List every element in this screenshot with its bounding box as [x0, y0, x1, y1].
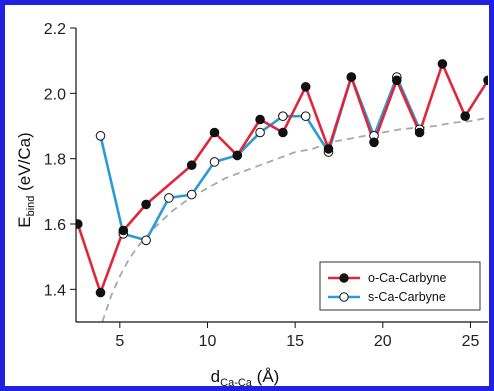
y-tick-label: 1.8	[44, 152, 66, 169]
x-tick-label: 25	[462, 333, 480, 350]
data-point-o-ca-carbyne	[437, 59, 448, 69]
data-point-s-ca-carbyne	[278, 111, 288, 121]
data-point-o-ca-carbyne	[141, 199, 151, 210]
data-point-o-ca-carbyne	[118, 225, 129, 236]
legend: o-Ca-Carbyne s-Ca-Carbyne	[319, 261, 481, 311]
y-axis: 1.4 1.6 1.8 2.0 2.2	[44, 21, 77, 322]
x-tick-label: 15	[286, 333, 304, 350]
data-point-o-ca-carbyne	[414, 127, 425, 138]
data-point-o-ca-carbyne	[232, 150, 243, 161]
data-point-s-ca-carbyne	[164, 193, 174, 203]
data-point-s-ca-carbyne	[141, 235, 151, 246]
x-tick-label: 5	[115, 333, 124, 350]
data-point-o-ca-carbyne	[300, 82, 311, 92]
plot-area	[76, 59, 488, 322]
data-point-o-ca-carbyne	[392, 75, 402, 86]
x-axis-label: dCa-Ca (Å)	[211, 367, 280, 389]
plot-content	[76, 59, 488, 322]
data-point-s-ca-carbyne	[209, 157, 220, 167]
data-point-o-ca-carbyne	[483, 75, 488, 86]
data-point-s-ca-carbyne	[95, 131, 106, 141]
data-point-o-ca-carbyne	[460, 111, 471, 121]
data-point-o-ca-carbyne	[95, 287, 106, 298]
legend-marker-o-ca-carbyne	[339, 273, 349, 283]
series-line-s-ca-carbyne	[99, 75, 421, 242]
data-point-o-ca-carbyne	[255, 114, 265, 125]
data-point-o-ca-carbyne	[186, 160, 197, 170]
data-point-s-ca-carbyne	[255, 127, 265, 138]
data-point-s-ca-carbyne	[300, 111, 311, 121]
x-axis: 5 10 15 20 25	[76, 321, 488, 350]
legend-label-o-ca-carbyne: o-Ca-Carbyne	[368, 271, 447, 285]
data-point-o-ca-carbyne	[278, 127, 288, 138]
y-tick-label: 2.2	[44, 21, 66, 38]
data-point-o-ca-carbyne	[209, 127, 220, 138]
y-axis-label: Ebind (eV/Ca)	[15, 132, 37, 227]
series-line-o-ca-carbyne	[76, 62, 488, 294]
data-point-o-ca-carbyne	[76, 219, 83, 229]
legend-label-s-ca-carbyne: s-Ca-Carbyne	[368, 290, 446, 304]
y-tick-label: 1.4	[44, 282, 66, 299]
x-tick-label: 20	[374, 333, 392, 350]
data-point-o-ca-carbyne	[346, 72, 357, 82]
y-tick-label: 2.0	[44, 86, 66, 103]
data-point-o-ca-carbyne	[323, 144, 334, 154]
x-tick-label: 10	[199, 333, 217, 350]
data-point-o-ca-carbyne	[369, 137, 379, 148]
data-point-s-ca-carbyne	[186, 189, 197, 200]
legend-marker-s-ca-carbyne	[339, 292, 349, 302]
legend-box	[319, 261, 481, 311]
y-tick-label: 1.6	[44, 217, 66, 234]
